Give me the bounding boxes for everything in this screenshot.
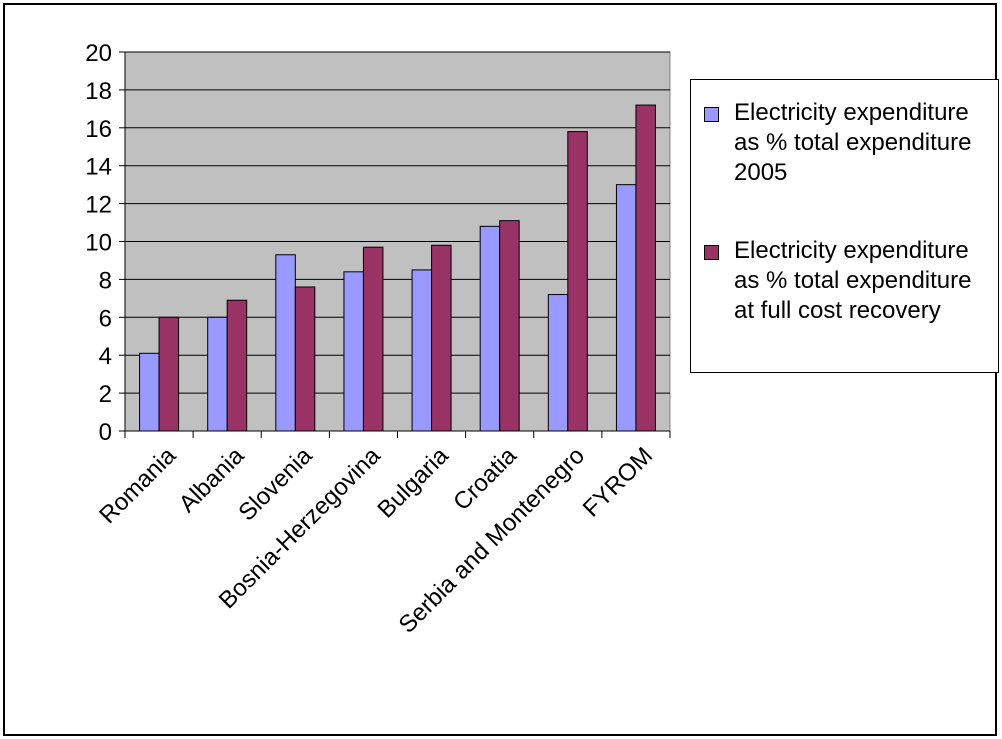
bar-series-1-bulgaria <box>411 269 433 432</box>
legend-label-series-2: Electricity expenditure as % total expen… <box>734 237 972 324</box>
y-tick-label: 12 <box>85 192 112 219</box>
y-tick-label: 4 <box>99 343 112 370</box>
bar-series-2-romania <box>158 316 180 432</box>
axes <box>119 51 671 438</box>
x-category-label: Bulgaria <box>372 442 454 524</box>
bar-series-1-fyrom <box>615 184 637 432</box>
legend-swatch-series-1 <box>704 107 719 122</box>
y-tick-label: 18 <box>85 78 112 105</box>
y-tick-label: 0 <box>99 419 112 446</box>
bar-series-2-slovenia <box>294 286 316 432</box>
y-tick-label: 6 <box>99 305 112 332</box>
bar-series-2-croatia <box>499 220 520 432</box>
bar-series-1-romania <box>139 352 160 432</box>
y-tick-label: 14 <box>85 154 112 181</box>
bar-series-1-serbia-and-montenegro <box>547 294 569 432</box>
y-tick-label: 8 <box>99 267 112 294</box>
bar-series-2-fyrom <box>635 104 656 432</box>
bar-series-1-slovenia <box>275 254 296 432</box>
legend: Electricity expenditure as % total expen… <box>690 79 999 373</box>
bar-series-2-bulgaria <box>431 244 452 432</box>
y-axis-tick-labels: 0 2 4 6 8 10 12 14 16 18 20 <box>85 40 112 446</box>
x-category-label: Romania <box>94 442 181 529</box>
y-tick-label: 20 <box>85 40 112 67</box>
legend-label-series-1: Electricity expenditure as % total expen… <box>734 99 972 186</box>
y-tick-label: 2 <box>99 381 112 408</box>
legend-swatch-series-2 <box>704 245 719 260</box>
bar-series-1-croatia <box>479 225 501 432</box>
y-tick-label: 16 <box>85 116 112 143</box>
bar-series-1-albania <box>207 316 228 432</box>
bar-series-2-bosnia-herzegovina <box>362 246 384 432</box>
bar-series-2-serbia-and-montenegro <box>567 131 588 432</box>
bar-series-2-albania <box>226 299 248 432</box>
y-tick-label: 10 <box>85 230 112 257</box>
x-axis-category-labels: RomaniaAlbaniaSloveniaBosnia-Herzegovina… <box>94 442 658 639</box>
x-category-label: FYROM <box>578 442 658 522</box>
bar-series-1-bosnia-herzegovina <box>343 271 364 432</box>
bars <box>139 104 656 432</box>
